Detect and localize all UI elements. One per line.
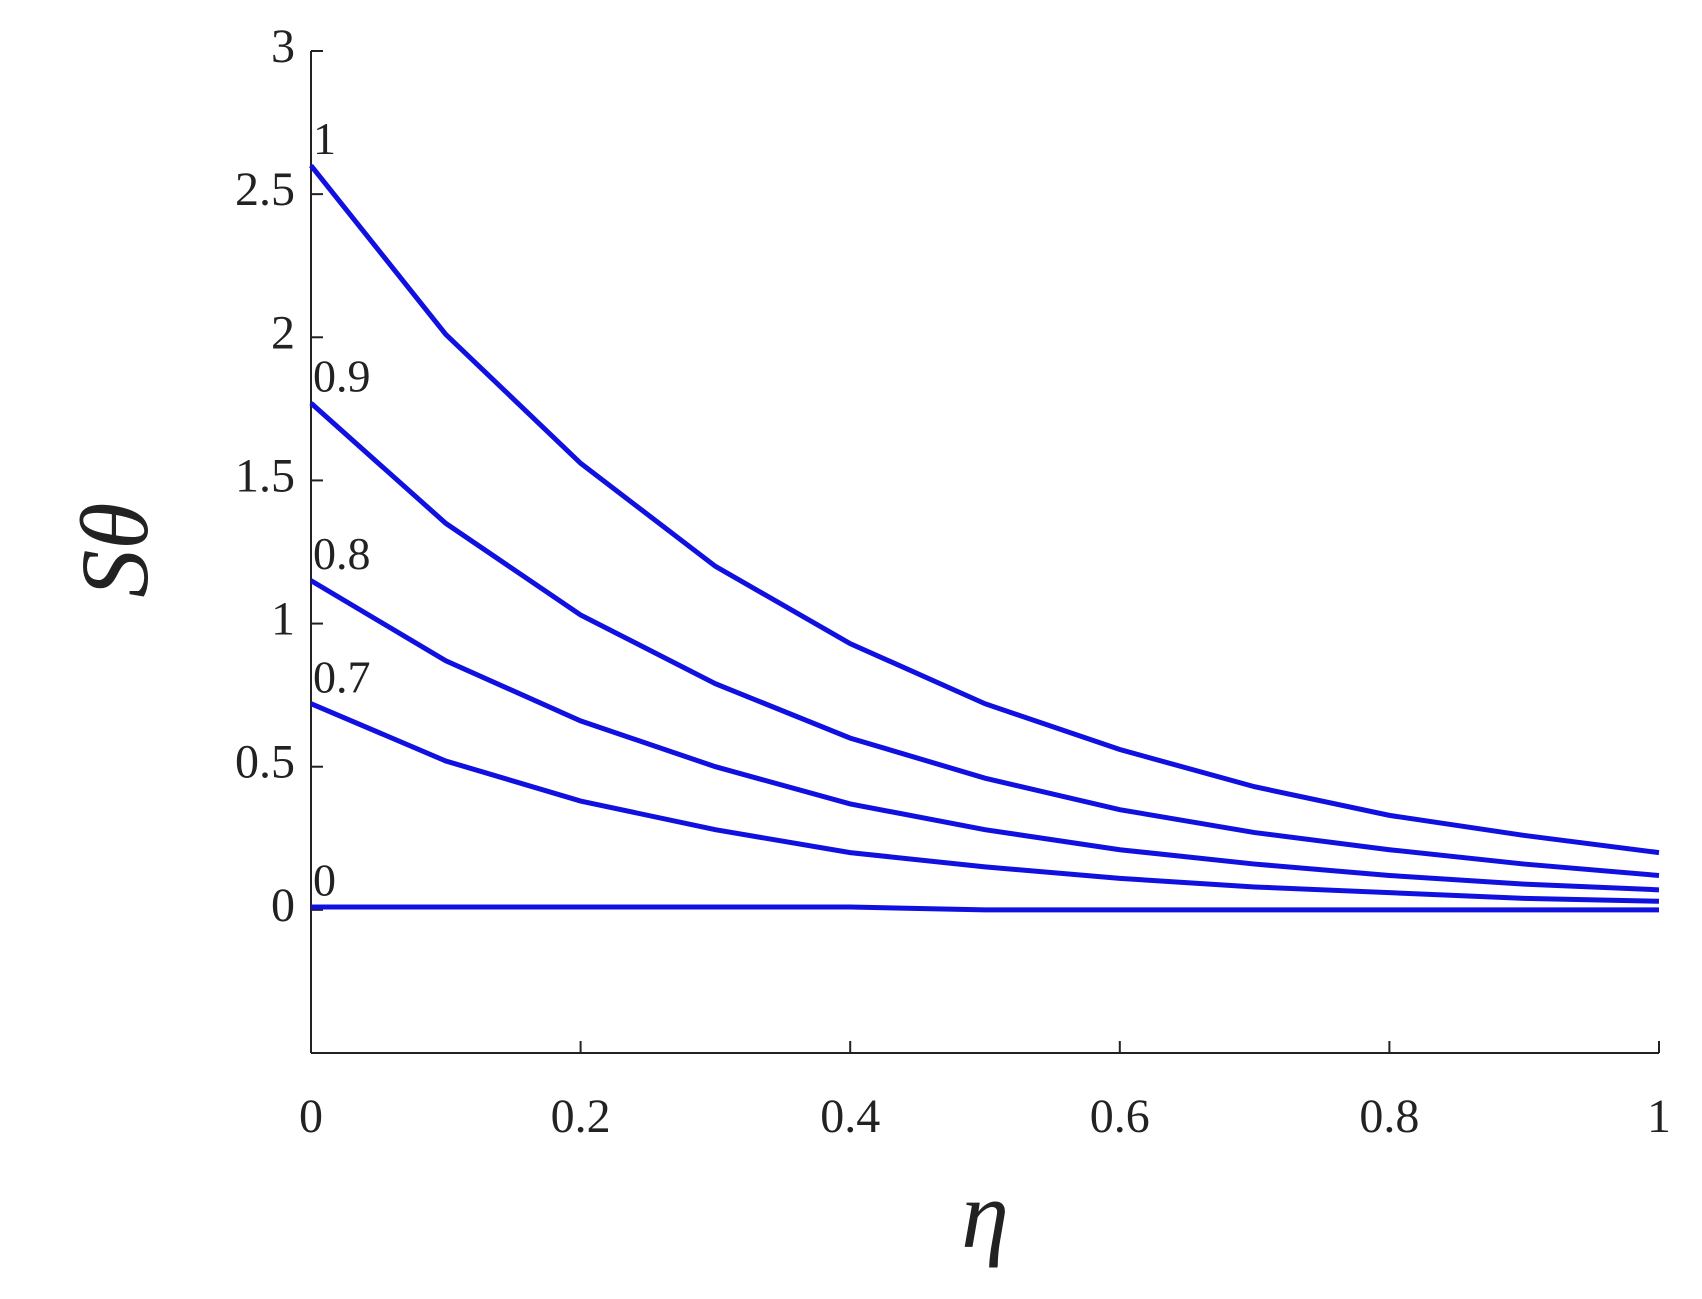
y-tick-label: 3 [271,20,295,73]
series-line [309,578,1660,893]
x-tick-label: 0 [299,1090,323,1143]
x-tick-label: 0.8 [1359,1090,1419,1143]
x-tick-label: 0.4 [820,1090,880,1143]
series-line [310,701,1660,904]
x-axis-title: η [961,1161,1009,1268]
curve-label: 0 [313,855,336,906]
curve-label: 0.8 [313,528,371,579]
y-tick-label: 1.5 [235,449,295,502]
curve-label: 0.7 [313,651,371,702]
y-axis-title: Sθ [61,502,168,597]
series-line [309,401,1660,878]
x-tick-label: 0.6 [1090,1090,1150,1143]
curve-label: 0.9 [313,351,371,402]
y-tick-label: 0.5 [235,736,295,789]
x-tick-label: 1 [1647,1090,1671,1143]
series-line [309,163,1660,856]
y-tick-label: 2 [271,306,295,359]
y-tick-label: 0 [271,879,295,932]
series-line [311,904,1659,913]
curve-label: 1 [313,113,336,164]
x-tick-label: 0.2 [551,1090,611,1143]
y-tick-label: 2.5 [235,163,295,216]
y-tick-label: 1 [271,593,295,646]
